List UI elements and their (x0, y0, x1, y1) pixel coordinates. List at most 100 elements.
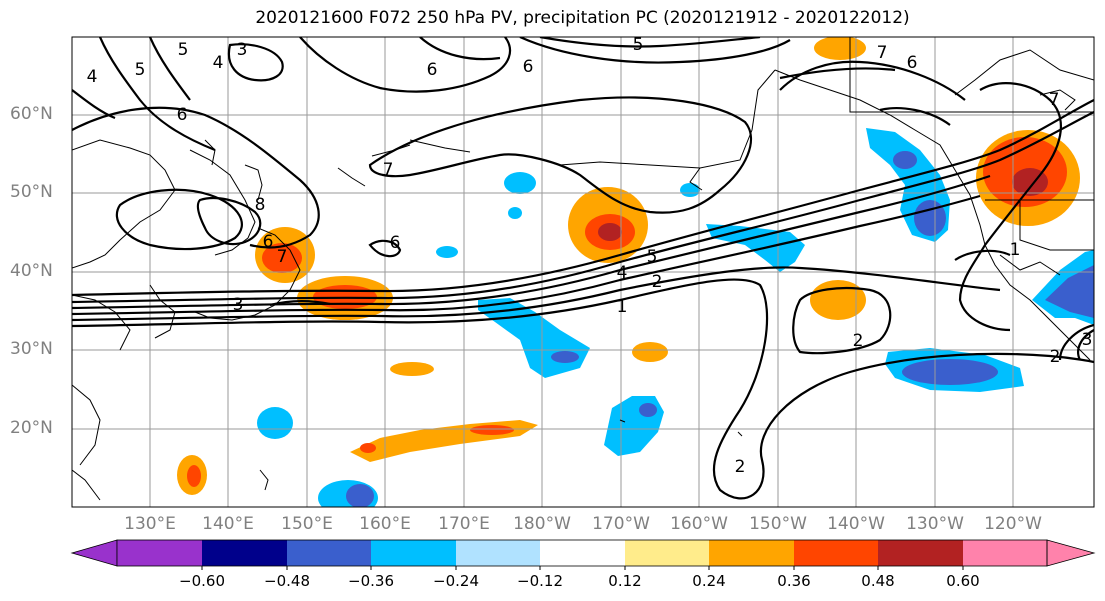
contour-label: 6 (523, 57, 534, 77)
colorbar-segment (540, 540, 625, 566)
colorbar-segment (371, 540, 456, 566)
colorbar-tick-label: 0.36 (777, 572, 811, 590)
lat-label: 40°N (10, 261, 53, 281)
precip-positive-core (598, 223, 622, 241)
precip-negative-core (346, 484, 374, 507)
colorbar-segment (709, 540, 794, 566)
colorbar-segment (202, 540, 287, 566)
colorbar-segment (794, 540, 878, 566)
contour-label: 5 (135, 60, 146, 80)
colorbar-tick-label: −0.12 (517, 572, 563, 590)
lat-label: 50°N (10, 182, 53, 202)
precip-positive-core (262, 243, 302, 273)
contour-label: 4 (87, 67, 98, 87)
precip-negative-area (436, 246, 458, 258)
contour-label: 6 (263, 232, 274, 252)
contour-label: 7 (877, 43, 888, 63)
lat-label: 30°N (10, 339, 53, 359)
contour-label: 5 (647, 247, 658, 267)
colorbar-segment (287, 540, 371, 566)
contour-label: 2 (853, 331, 864, 351)
lon-label: 170°E (438, 514, 490, 534)
colorbar-tick-label: −0.24 (433, 572, 479, 590)
precip-positive-area (350, 420, 538, 462)
contour-label: 2 (1050, 347, 1061, 367)
colorbar-min-extension (70, 539, 118, 567)
contour-label: 5 (178, 40, 189, 60)
lon-label: 130°W (906, 514, 964, 534)
map-frame (71, 36, 1095, 508)
lon-label: 120°W (984, 514, 1042, 534)
pv-contours (72, 37, 1094, 500)
colorbar-tick-label: 0.48 (861, 572, 895, 590)
lat-label: 60°N (10, 104, 53, 124)
colorbar-tick-label: −0.36 (348, 572, 394, 590)
colorbar-tick-label: −0.48 (264, 572, 310, 590)
precip-negative-area (680, 183, 700, 197)
pv-contour-labels: 5 5 4 3 4 6 6 6 5 7 6 7 6 8 7 6 5 4 2 1 … (87, 35, 1093, 477)
precip-negative-area (604, 396, 664, 456)
contour-label: 6 (390, 233, 401, 253)
colorbar-segment (625, 540, 709, 566)
contour-label: 1 (617, 297, 628, 317)
precip-negative-core (1045, 265, 1094, 318)
precip-positive-core (470, 425, 514, 435)
precip-positive-core (187, 465, 201, 487)
lon-label: 140°E (202, 514, 254, 534)
coastlines (72, 37, 1094, 501)
contour-label: 5 (633, 35, 644, 55)
colorbar-tick-label: 0.24 (692, 572, 726, 590)
contour-label: 4 (213, 53, 224, 73)
lon-label: 130°E (124, 514, 176, 534)
contour-label: 8 (255, 195, 266, 215)
lon-label: 170°W (592, 514, 650, 534)
lat-label: 20°N (10, 418, 53, 438)
lon-label: 180°W (513, 514, 571, 534)
contour-label: 7 (277, 247, 288, 267)
precip-negative-core (893, 151, 917, 169)
precip-positive-core (360, 443, 376, 453)
colorbar-segment (963, 540, 1047, 566)
precip-negative-core (551, 351, 579, 363)
precip-negative-area (257, 407, 293, 439)
contour-label: 6 (907, 53, 918, 73)
colorbar-segment (456, 540, 540, 566)
contour-label: 7 (1049, 90, 1060, 110)
colorbar (70, 539, 1096, 570)
contour-label: 3 (237, 40, 248, 60)
lon-label: 150°W (749, 514, 807, 534)
contour-label: 1 (1010, 240, 1021, 260)
lon-label: 150°E (281, 514, 333, 534)
colorbar-max-extension (1046, 539, 1096, 567)
contour-label: 2 (652, 272, 663, 292)
colorbar-outline (116, 539, 1048, 567)
colorbar-segment (878, 540, 963, 566)
graticule (72, 37, 1094, 507)
contour-label: 6 (427, 60, 438, 80)
precip-negative-core (914, 200, 946, 236)
precip-negative-area (508, 207, 522, 219)
colorbar-segment (117, 540, 202, 566)
precip-positive-area (632, 342, 668, 362)
lon-label: 160°E (359, 514, 411, 534)
colorbar-tick-label: 0.12 (608, 572, 642, 590)
lon-label: 140°W (827, 514, 885, 534)
contour-label: 7 (383, 160, 394, 180)
precip-negative-core (902, 359, 998, 385)
contour-label: 3 (1082, 330, 1093, 350)
precip-positive-area (390, 362, 434, 376)
precip-positive-area (814, 37, 866, 60)
precip-negative-core (639, 403, 657, 417)
precip-negative-area (706, 224, 805, 272)
contour-label: 2 (735, 457, 746, 477)
contour-label: 3 (233, 295, 244, 315)
precip-positive-area (810, 280, 866, 320)
lon-label: 160°W (670, 514, 728, 534)
precip-negative-area (504, 172, 536, 194)
map-title: 2020121600 F072 250 hPa PV, precipitatio… (255, 8, 910, 28)
contour-label: 6 (177, 105, 188, 125)
colorbar-tick-label: −0.60 (179, 572, 225, 590)
colorbar-tick-label: 0.60 (946, 572, 980, 590)
contour-label: 4 (617, 263, 628, 283)
